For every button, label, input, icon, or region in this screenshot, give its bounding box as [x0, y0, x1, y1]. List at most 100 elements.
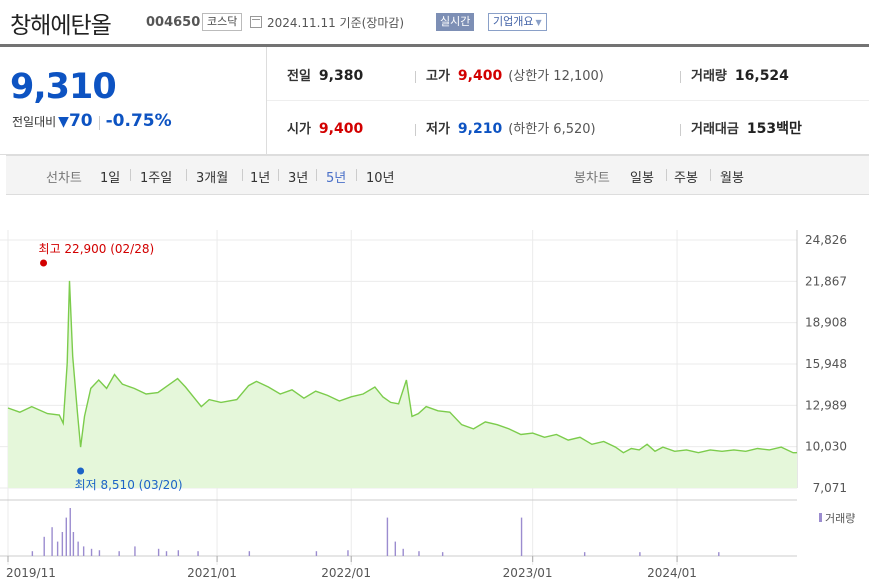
volume-bar [72, 532, 75, 556]
volume-value: 16,524 [734, 68, 789, 84]
x-tick-label: 2024/01 [647, 566, 697, 580]
change-label: 전일대비 [12, 115, 57, 129]
volume-bar [441, 552, 444, 556]
tab-weekly[interactable]: 주봉 [674, 171, 698, 186]
x-tick-label: 2022/01 [321, 566, 371, 580]
tab-1d[interactable]: 1일 [100, 171, 121, 186]
volume-bar [248, 551, 251, 556]
upper-limit: (상한가 12,100) [508, 69, 604, 84]
amount-value: 153 [746, 121, 777, 137]
y-tick-label: 18,908 [805, 316, 847, 330]
min-marker [77, 467, 85, 475]
lower-limit: (하한가 6,520) [508, 122, 596, 137]
tab-5y[interactable]: 5년 [326, 171, 347, 186]
volume-bar [639, 552, 641, 556]
change-value: 70 [68, 111, 93, 131]
y-tick-label: 7,071 [813, 481, 847, 495]
prev-close-label: 전일 [287, 69, 311, 84]
down-arrow-icon: ▼ [58, 114, 69, 130]
market-badge: 코스닥 [202, 13, 243, 31]
tab-3m[interactable]: 3개월 [196, 171, 229, 186]
volume-bar [69, 508, 71, 556]
volume-bar [61, 532, 64, 556]
volume-legend: 거래량 [825, 512, 855, 525]
open-price: 시가 9,400 [287, 118, 363, 137]
max-marker [40, 259, 48, 267]
volume-bar [90, 548, 93, 556]
date-value: 2024.11.11 [267, 16, 336, 30]
company-overview-label: 기업개요 [493, 15, 534, 28]
change-row: 전일대비 ▼70 -0.75% [12, 111, 172, 131]
stock-name: 창해에탄올 [10, 13, 112, 39]
tab-daily[interactable]: 일봉 [630, 171, 654, 186]
y-tick-label: 10,030 [805, 440, 847, 454]
max-label: 최고 22,900 (02/28) [39, 242, 155, 256]
y-axis-ticks: 24,826 21,867 18,908 15,948 12,989 10,030 7,07… [805, 233, 847, 495]
trade-amount: 거래대금 153백만 [680, 118, 802, 138]
volume-bars [31, 508, 720, 556]
tab-monthly[interactable]: 월봉 [720, 171, 744, 186]
y-tick-label: 24,826 [805, 233, 847, 247]
tab-1y[interactable]: 1년 [250, 171, 271, 186]
volume-bar [347, 550, 349, 556]
volume-bar [82, 546, 85, 556]
prev-close: 전일 9,380 [287, 65, 363, 84]
volume-bar [134, 546, 136, 556]
low-label: 저가 [426, 122, 450, 137]
volume-bar [418, 551, 420, 556]
volume-bar [65, 517, 67, 556]
stock-header: 창해에탄올 004650 코스닥 2024.11.11 기준(장마감) 실시간 … [0, 0, 869, 44]
open-label: 시가 [287, 122, 311, 137]
high-label: 고가 [426, 69, 450, 84]
company-overview-dropdown[interactable]: 기업개요 ▼ [488, 13, 547, 31]
volume-bar [157, 548, 160, 556]
chart-tabs: 선차트 1일 1주일 3개월 1년 3년 5년 10년 봉차트 일봉 주봉 월봉 [6, 155, 869, 195]
price-chart: 24,826 21,867 18,908 15,948 12,989 10,030 7,07… [0, 230, 855, 580]
volume-bar [386, 517, 389, 556]
open-value: 9,400 [318, 121, 364, 137]
date-basis: 기준(장마감) [339, 16, 405, 30]
tab-3y[interactable]: 3년 [288, 171, 309, 186]
current-price: 9,310 [10, 67, 117, 107]
candle-chart-label: 봉차트 [574, 171, 610, 186]
volume: 거래량 16,524 [680, 65, 789, 84]
volume-bar [98, 550, 101, 556]
volume-bar [77, 541, 79, 556]
x-tick-label: 2021/01 [187, 566, 237, 580]
quote-panel: 9,310 전일대비 ▼70 -0.75% 전일 9,380 고가 9,400 (상한가 … [0, 47, 869, 155]
low-value: 9,210 [457, 121, 503, 137]
tab-1w[interactable]: 1주일 [140, 171, 173, 186]
y-tick-label: 12,989 [805, 398, 847, 412]
volume-bar [402, 548, 404, 556]
amount-unit: 백만 [776, 121, 802, 137]
stock-code: 004650 [146, 15, 201, 30]
volume-bar [118, 551, 120, 556]
volume-legend-swatch [819, 513, 822, 522]
price-line [7, 280, 797, 454]
min-label: 최저 8,510 (03/20) [75, 478, 183, 492]
volume-bar [583, 552, 586, 556]
y-tick-label: 21,867 [805, 274, 847, 288]
volume-bar [51, 527, 53, 556]
x-axis-ticks: 2019/11 2021/01 2022/01 2023/01 2024/01 [6, 556, 697, 580]
x-tick-label: 2019/11 [6, 566, 56, 580]
change-percent: -0.75% [105, 111, 172, 131]
high-price: 고가 9,400 (상한가 12,100) [415, 65, 604, 84]
prev-close-value: 9,380 [318, 68, 364, 84]
volume-label: 거래량 [691, 69, 727, 84]
x-tick-label: 2023/01 [503, 566, 553, 580]
volume-bar [43, 536, 45, 556]
volume-bar [315, 551, 318, 556]
volume-bar [197, 551, 199, 556]
volume-bar [520, 517, 523, 556]
realtime-button[interactable]: 실시간 [436, 13, 475, 31]
chevron-down-icon: ▼ [535, 18, 542, 27]
volume-bar [165, 551, 168, 556]
tab-10y[interactable]: 10년 [366, 171, 395, 186]
calendar-icon [250, 16, 262, 28]
volume-bar [31, 551, 34, 556]
header-divider [0, 44, 869, 47]
volume-bar [718, 552, 720, 556]
line-chart-label: 선차트 [46, 171, 82, 186]
amount-label: 거래대금 [691, 122, 739, 137]
